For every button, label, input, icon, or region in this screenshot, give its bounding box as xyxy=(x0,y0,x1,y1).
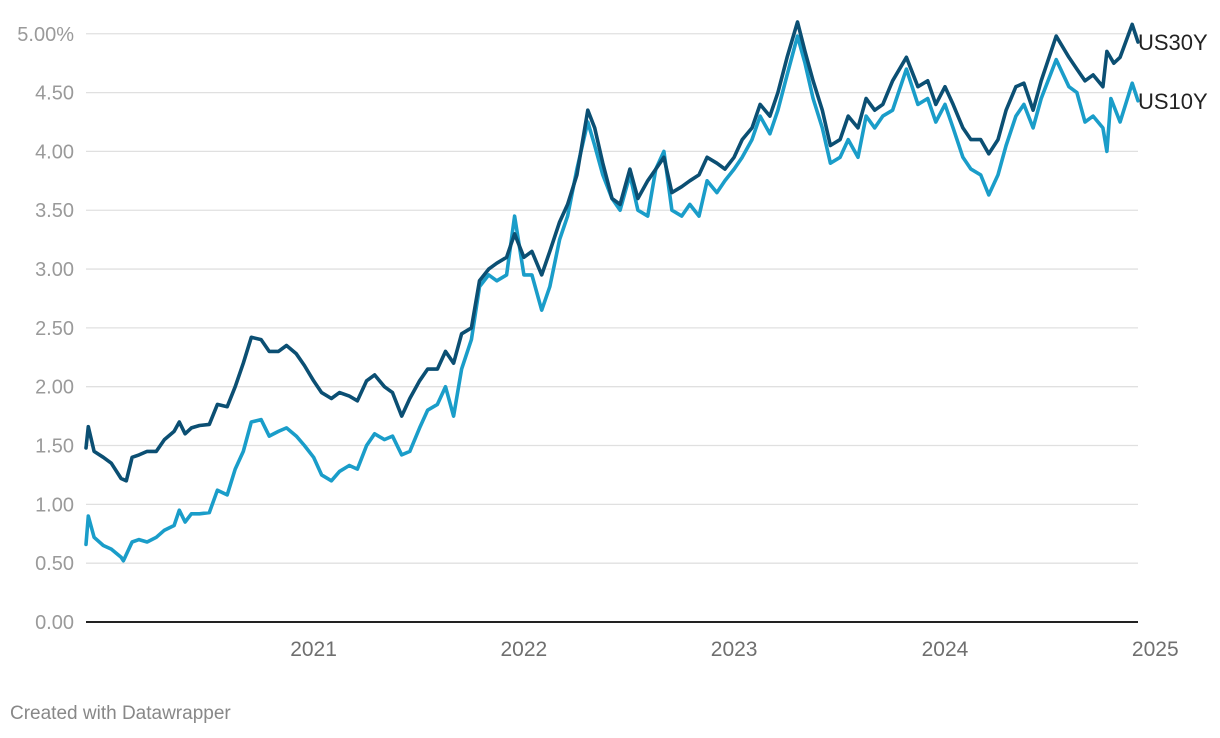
y-tick-label: 1.50 xyxy=(35,436,74,458)
y-tick-label: 3.50 xyxy=(35,200,74,222)
y-tick-label: 0.50 xyxy=(35,553,74,575)
y-tick-label: 3.00 xyxy=(35,259,74,281)
x-tick-label: 2025 xyxy=(1132,638,1179,661)
x-tick-label: 2024 xyxy=(922,638,969,661)
x-tick-label: 2021 xyxy=(290,638,337,661)
y-tick-label: 0.00 xyxy=(35,612,74,634)
series-line-us10y xyxy=(84,34,1140,563)
series-lines xyxy=(84,20,1140,563)
series-label-us30y: US30Y xyxy=(1138,30,1208,55)
datawrapper-credit: Created with Datawrapper xyxy=(10,703,231,724)
x-tick-label: 2023 xyxy=(711,638,758,661)
y-tick-label: 2.00 xyxy=(35,377,74,399)
x-tick-label: 2022 xyxy=(500,638,547,661)
gridlines xyxy=(86,33,1138,564)
y-tick-label: 5.00% xyxy=(17,24,74,46)
series-labels: US30Y US10Y xyxy=(1138,30,1208,114)
y-tick-label: 4.50 xyxy=(35,83,74,105)
series-label-us10y: US10Y xyxy=(1138,89,1208,114)
y-tick-label: 1.00 xyxy=(35,494,74,516)
series-line-us30y xyxy=(84,20,1140,483)
x-axis-ticks: 2021 2022 2023 2024 2025 xyxy=(290,638,1178,661)
y-tick-label: 4.00 xyxy=(35,141,74,163)
y-tick-label: 2.50 xyxy=(35,318,74,340)
y-axis-ticks: 0.00 0.50 1.00 1.50 2.00 2.50 3.00 3.50 4.00 4.50… xyxy=(17,24,74,634)
